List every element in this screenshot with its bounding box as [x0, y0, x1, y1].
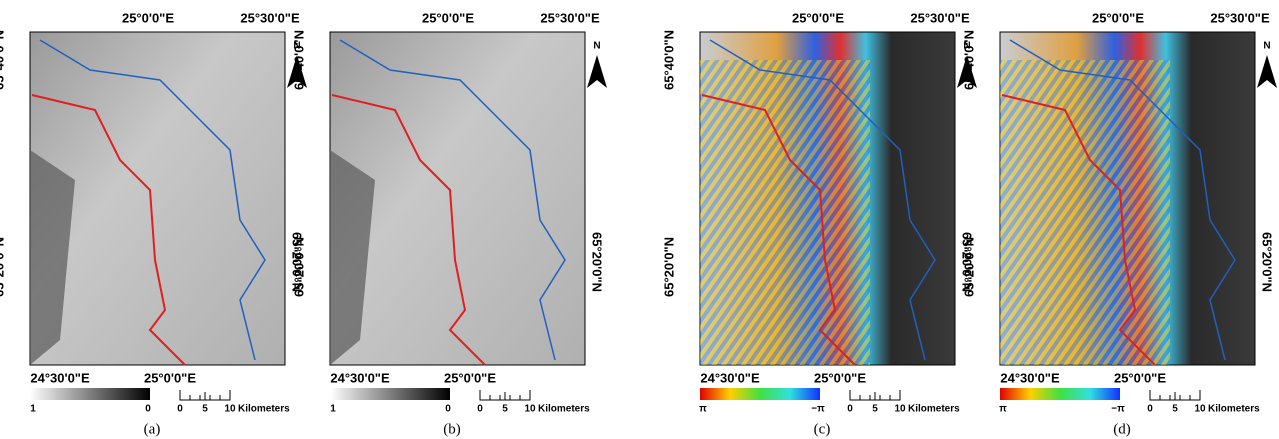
left-label: 65°20'0"N — [0, 237, 6, 297]
scale-tick-label: 5 — [872, 404, 878, 415]
left-label: 65°20'0"N — [961, 237, 976, 297]
top-label: 25°0'0"E — [1092, 10, 1144, 25]
top-label: 25°0'0"E — [122, 10, 174, 25]
bottom-label: 25°0'0"E — [1114, 370, 1166, 385]
left-label: 65°40'0"N — [0, 30, 6, 90]
figure: 25°0'0"E 25°30'0"E 65°40'0"N 65°20'0"N 65°20… — [0, 0, 1279, 439]
left-label: 65°20'0"N — [661, 237, 676, 297]
caption: (b) — [443, 421, 461, 437]
colorbar — [330, 388, 450, 400]
north-arrow — [587, 55, 607, 88]
colorbar-label: −π — [811, 404, 825, 415]
north-arrow — [1257, 55, 1277, 88]
scale-tick-label: 10 — [224, 404, 236, 415]
fringes — [700, 60, 870, 365]
bottom-label: 25°0'0"E — [444, 370, 496, 385]
north-label: N — [593, 41, 600, 52]
right-label: 65°20'0"N — [590, 232, 605, 292]
scale-bar — [480, 390, 530, 400]
colorbar — [700, 388, 820, 400]
scale-tick-label: 5 — [202, 404, 208, 415]
scale-tick-label: 0 — [477, 404, 483, 415]
scale-unit: Kilometers — [1208, 404, 1260, 415]
bottom-label: 24°30'0"E — [700, 370, 760, 385]
fringes — [1000, 60, 1170, 365]
bottom-label: 24°30'0"E — [30, 370, 90, 385]
colorbar-label: 0 — [445, 404, 451, 415]
colorbar-label: −π — [1111, 404, 1125, 415]
scale-tick-label: 10 — [1194, 404, 1206, 415]
colorbar-label: 1 — [30, 404, 36, 415]
top-label: 25°0'0"E — [422, 10, 474, 25]
scale-bar — [180, 390, 230, 400]
caption: (a) — [144, 421, 161, 437]
colorbar — [30, 388, 150, 400]
bottom-label: 25°0'0"E — [144, 370, 196, 385]
scale-unit: Kilometers — [908, 404, 960, 415]
left-label: 65°40'0"N — [291, 30, 306, 90]
scale-unit: Kilometers — [238, 404, 290, 415]
scale-tick-label: 0 — [177, 404, 183, 415]
top-label: 25°30'0"E — [540, 10, 600, 25]
colorbar-label: 0 — [145, 404, 151, 415]
caption: (c) — [814, 421, 831, 437]
caption: (d) — [1113, 421, 1131, 437]
colorbar-label: 1 — [330, 404, 336, 415]
scale-tick-label: 10 — [894, 404, 906, 415]
top-label: 25°30'0"E — [910, 10, 970, 25]
scale-bar — [850, 390, 900, 400]
top-label: 25°30'0"E — [240, 10, 300, 25]
colorbar-label: π — [999, 404, 1007, 415]
colorbar-label: π — [699, 404, 707, 415]
colorbar — [1000, 388, 1120, 400]
north-label: N — [1263, 41, 1270, 52]
scale-bar — [1150, 390, 1200, 400]
right-label: 65°20'0"N — [1260, 232, 1275, 292]
scale-tick-label: 10 — [524, 404, 536, 415]
scale-unit: Kilometers — [538, 404, 590, 415]
scale-tick-label: 0 — [1147, 404, 1153, 415]
bottom-label: 25°0'0"E — [814, 370, 866, 385]
bottom-label: 24°30'0"E — [330, 370, 390, 385]
left-label: 65°40'0"N — [661, 30, 676, 90]
bottom-label: 24°30'0"E — [1000, 370, 1060, 385]
left-label: 65°20'0"N — [291, 237, 306, 297]
top-label: 25°0'0"E — [792, 10, 844, 25]
left-label: 65°40'0"N — [961, 30, 976, 90]
scale-tick-label: 0 — [847, 404, 853, 415]
top-label: 25°30'0"E — [1210, 10, 1270, 25]
scale-tick-label: 5 — [502, 404, 508, 415]
scale-tick-label: 5 — [1172, 404, 1178, 415]
